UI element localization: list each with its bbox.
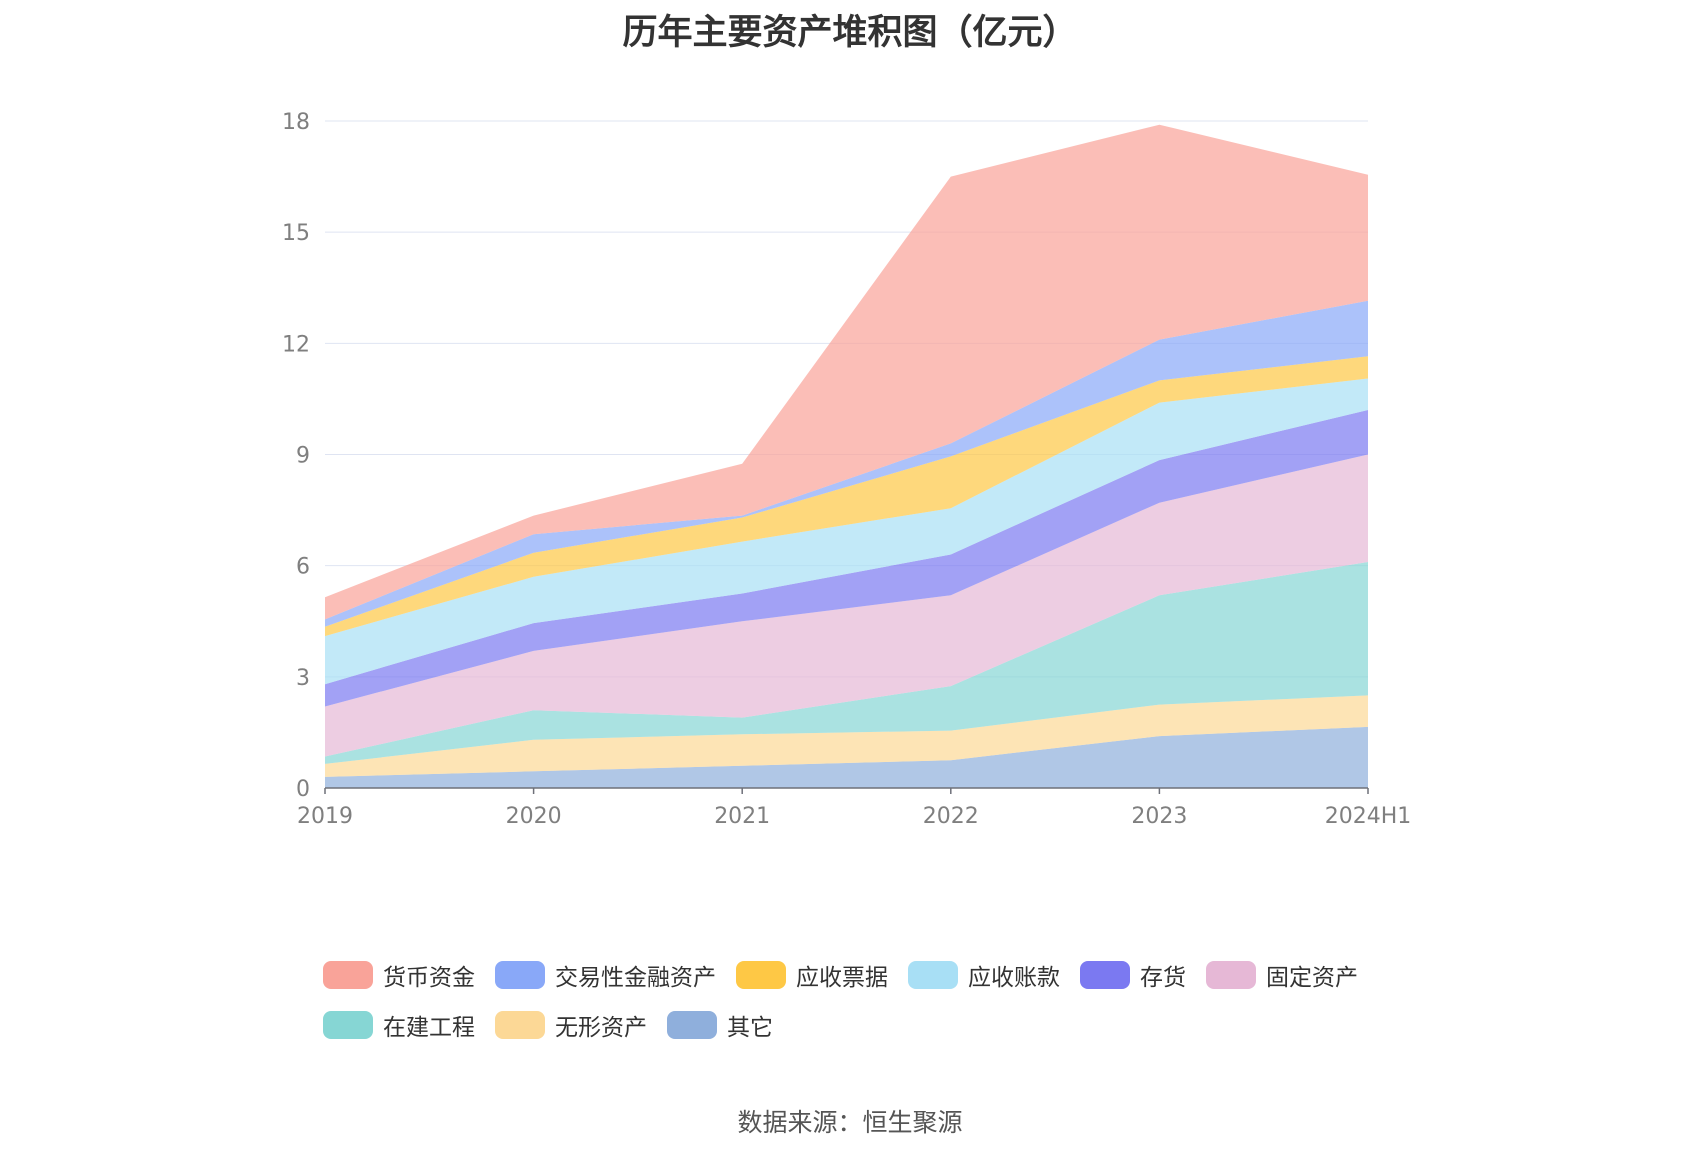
legend-swatch <box>736 961 786 989</box>
area-series-5 <box>325 378 1368 685</box>
legend-row: 货币资金 交易性金融资产 应收票据 应收账款 存货 固定资产 <box>323 950 1423 1000</box>
legend-swatch <box>1206 961 1256 989</box>
x-tick-label: 2023 <box>1131 804 1187 829</box>
y-tick-label: 15 <box>282 221 310 246</box>
y-tick-label: 9 <box>296 444 310 469</box>
area-series-2 <box>325 562 1368 764</box>
legend-label: 应收票据 <box>796 965 888 991</box>
legend-swatch <box>1080 961 1130 989</box>
legend-item[interactable]: 固定资产 <box>1206 958 1358 992</box>
axes: 0 3 6 9 12 15 18 2019 2020 2021 2022 2023 2024H1 <box>282 110 1411 829</box>
area-series <box>325 124 1368 788</box>
legend-item[interactable]: 交易性金融资产 <box>495 958 716 992</box>
y-tick-label: 3 <box>296 666 310 691</box>
area-series-8 <box>325 124 1368 620</box>
legend-item[interactable]: 其它 <box>667 1008 773 1042</box>
x-tick-label: 2021 <box>714 804 770 829</box>
x-tick-label: 2020 <box>506 804 562 829</box>
data-source-note: 数据来源：恒生聚源 <box>737 1108 963 1137</box>
legend-swatch <box>908 961 958 989</box>
legend-item[interactable]: 无形资产 <box>495 1008 647 1042</box>
area-series-7 <box>325 300 1368 627</box>
area-series-6 <box>325 356 1368 637</box>
x-tick-label: 2022 <box>923 804 979 829</box>
legend-row: 在建工程 无形资产 其它 <box>323 1000 1423 1050</box>
legend-label: 固定资产 <box>1266 965 1358 991</box>
legend-swatch <box>323 1011 373 1039</box>
legend-item[interactable]: 存货 <box>1080 958 1186 992</box>
legend-label: 在建工程 <box>383 1015 475 1041</box>
x-tick-label: 2024H1 <box>1325 804 1412 829</box>
y-tick-label: 6 <box>296 555 310 580</box>
y-tick-label: 18 <box>282 110 310 135</box>
legend-item[interactable]: 货币资金 <box>323 958 475 992</box>
legend-label: 其它 <box>727 1015 773 1041</box>
legend-item[interactable]: 在建工程 <box>323 1008 475 1042</box>
legend-label: 无形资产 <box>555 1015 647 1041</box>
y-tick-label: 0 <box>296 777 310 802</box>
legend: 货币资金 交易性金融资产 应收票据 应收账款 存货 固定资产 在建工程 无形资产 其它 <box>323 950 1423 1050</box>
area-series-0 <box>325 726 1368 788</box>
x-tick-label: 2019 <box>297 804 353 829</box>
area-series-4 <box>325 410 1368 707</box>
legend-swatch <box>495 1011 545 1039</box>
y-tick-label: 12 <box>282 332 310 357</box>
legend-item[interactable]: 应收票据 <box>736 958 888 992</box>
legend-label: 应收账款 <box>968 965 1060 991</box>
area-series-1 <box>325 695 1368 777</box>
legend-label: 货币资金 <box>383 965 475 991</box>
legend-item[interactable]: 应收账款 <box>908 958 1060 992</box>
legend-swatch <box>495 961 545 989</box>
legend-swatch <box>667 1011 717 1039</box>
area-series-3 <box>325 454 1368 757</box>
legend-label: 交易性金融资产 <box>555 965 716 991</box>
chart-title: 历年主要资产堆积图（亿元） <box>622 13 1078 53</box>
legend-swatch <box>323 961 373 989</box>
legend-label: 存货 <box>1140 965 1186 991</box>
